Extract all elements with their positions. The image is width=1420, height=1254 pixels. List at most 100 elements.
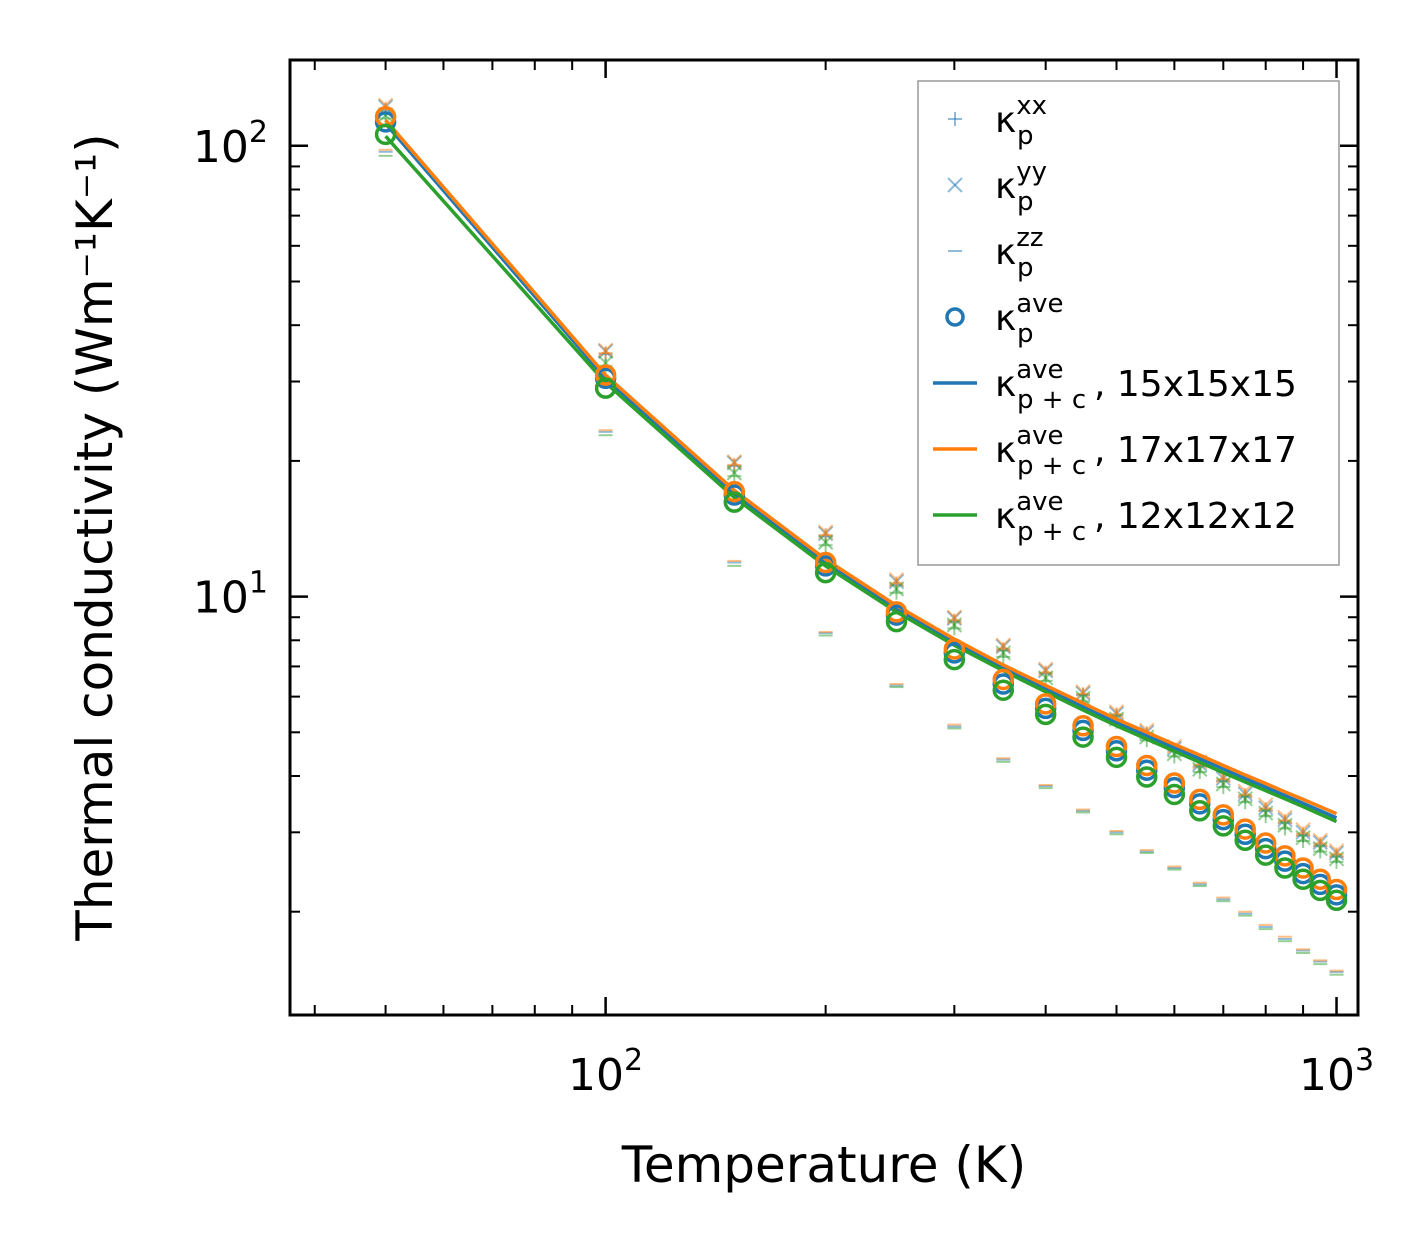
cross-stroke — [888, 581, 905, 597]
plot-frame — [288, 58, 1360, 1017]
kappa-yy-point — [995, 645, 1011, 661]
cross-stroke — [1237, 791, 1253, 807]
cross-stroke — [946, 609, 963, 625]
legend-label: κxx p — [995, 91, 1047, 151]
kappa-ave-point — [1105, 746, 1128, 769]
kappa-yy-point — [1237, 783, 1253, 799]
cross-stroke — [1295, 822, 1311, 838]
kappa-ave-point — [1212, 804, 1235, 826]
cross-stroke — [1312, 840, 1328, 857]
cross-stroke — [1295, 829, 1311, 846]
legend-label: κave p + c, 12x12x12 — [995, 487, 1297, 547]
legend-box — [917, 80, 1340, 566]
kappa-yy-point — [1328, 851, 1345, 867]
kappa-yy-point — [1277, 817, 1293, 833]
cross-stroke — [1237, 783, 1253, 799]
kappa-ave-point — [1189, 788, 1211, 811]
y-axis-label: Thermal conductivity (Wm⁻¹K⁻¹) — [66, 133, 124, 941]
kappa-ave-point — [1212, 815, 1235, 837]
kappa-ave-point — [1163, 783, 1186, 806]
cross-stroke — [726, 454, 743, 470]
cross-stroke — [995, 637, 1011, 653]
kappa-ave-point — [1274, 857, 1296, 879]
major-ticks — [290, 60, 1358, 1015]
kappa-ave-point — [1234, 818, 1256, 840]
kappa-pc-ave-line-15x15x15 — [384, 122, 1338, 820]
cross-stroke — [597, 342, 614, 358]
kappa-xx-point — [1258, 809, 1273, 824]
kappa-ave-point — [1136, 766, 1158, 788]
data-marks — [374, 97, 1348, 976]
cross-stroke — [726, 465, 743, 481]
cross-stroke — [1215, 776, 1232, 792]
kappa-ave-point — [1072, 726, 1094, 748]
kappa-ave-point — [1105, 735, 1128, 758]
kappa-ave-point — [594, 377, 617, 399]
kappa-ave-point — [1034, 703, 1057, 726]
kappa-ave-point — [1136, 754, 1158, 777]
kappa-yy-point — [946, 609, 963, 625]
cross-stroke — [946, 617, 963, 633]
kappa-ave-point — [594, 364, 617, 386]
kappa-ave-point — [723, 480, 746, 503]
kappa-ave-point — [1234, 829, 1256, 852]
kappa-yy-point — [1295, 822, 1311, 838]
minor-ticks — [290, 60, 1358, 1015]
kappa-xx-point — [818, 538, 833, 553]
legend-cross-swatch — [947, 177, 963, 193]
kappa-ave-point — [992, 668, 1015, 691]
kappa-ave-point — [885, 601, 908, 623]
kappa-yy-point — [1237, 791, 1253, 807]
kappa-ave-point — [814, 551, 837, 574]
legend-label: κave p — [995, 289, 1064, 349]
kappa-ave-point — [992, 679, 1015, 701]
kappa-ave-point — [1254, 844, 1277, 866]
legend-label: κave p + c, 15x15x15 — [995, 355, 1297, 415]
kappa-ave-point — [1254, 832, 1277, 854]
cross-stroke — [947, 177, 963, 193]
x-tick-label: 102 — [568, 1043, 643, 1101]
kappa-ave-point — [943, 648, 966, 671]
kappa-ave-point — [723, 491, 746, 513]
cross-stroke — [817, 534, 834, 550]
series-12x12x12 — [377, 107, 1345, 976]
x-axis-label: Temperature (K) — [621, 1136, 1026, 1194]
kappa-yy-point — [726, 465, 743, 481]
kappa-xx-point — [598, 346, 613, 361]
kappa-ave-circles-17x17x17 — [374, 105, 1348, 901]
kappa-ave-point — [1163, 772, 1186, 794]
kappa-ave-point — [1292, 868, 1314, 891]
kappa-xx-point — [1192, 765, 1207, 780]
tick-labels: 102 103 101 102 — [193, 115, 1374, 1101]
legend-plus-swatch — [948, 112, 962, 126]
kappa-ave-circles-12x12x12 — [374, 123, 1348, 912]
kappa-yy-point — [1295, 829, 1311, 846]
kappa-yy-point — [995, 637, 1011, 653]
kappa-ave-point — [1325, 889, 1348, 912]
kappa-pc-ave-line-17x17x17 — [384, 118, 1338, 816]
kappa-xx-point — [1216, 780, 1231, 795]
kappa-yy-point — [1075, 684, 1091, 700]
legend-label: κzz p — [995, 223, 1044, 283]
kappa-xx-point — [1329, 854, 1344, 869]
kappa-yy-point — [817, 534, 834, 550]
kappa-pc-ave-line-12x12x12 — [384, 135, 1338, 824]
cross-stroke — [1257, 805, 1274, 821]
cross-stroke — [995, 645, 1011, 661]
kappa-ave-point — [374, 123, 397, 146]
kappa-yy-point — [1215, 776, 1232, 792]
kappa-ave-point — [1034, 693, 1057, 715]
kappa-yy-point — [946, 617, 963, 633]
cross-stroke — [1277, 817, 1293, 833]
kappa-ave-point — [1309, 879, 1331, 902]
kappa-ave-point — [943, 638, 966, 660]
kappa-xx-point — [1313, 844, 1328, 859]
kappa-ave-point — [1072, 715, 1094, 737]
kappa-yy-point — [1312, 840, 1328, 857]
kappa-ave-point — [814, 561, 837, 584]
y-tick-label: 102 — [193, 115, 268, 173]
cross-stroke — [1328, 851, 1345, 867]
kappa-xx-point — [1277, 821, 1292, 836]
